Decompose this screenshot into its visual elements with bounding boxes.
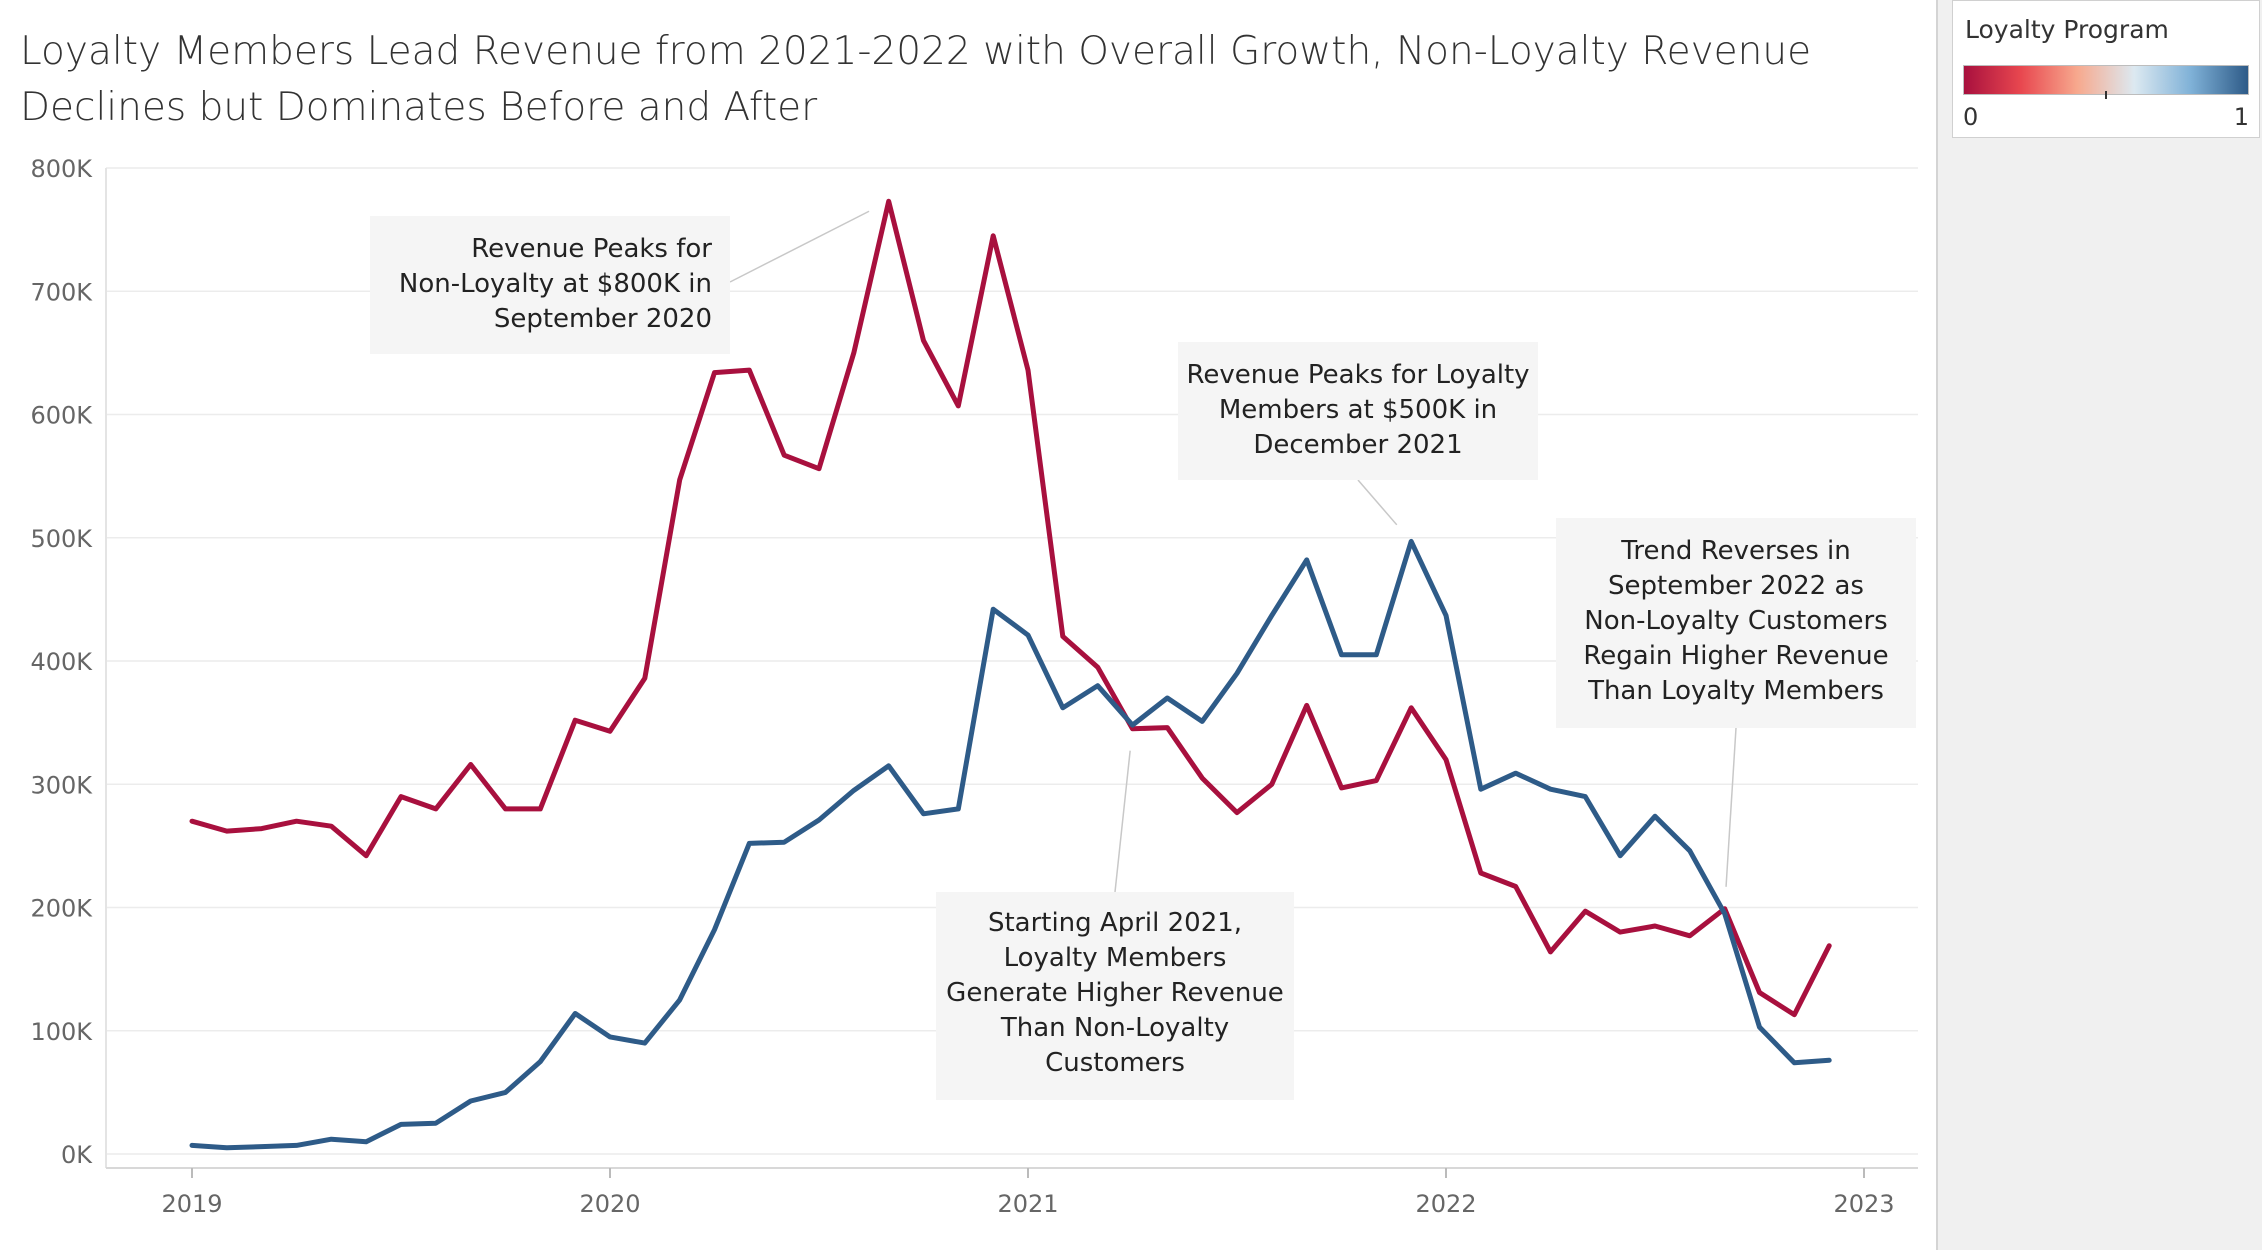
annotation-line: Trend Reverses in — [1621, 536, 1851, 566]
legend-title: Loyalty Program — [1965, 15, 2169, 44]
annotation-line: Than Non-Loyalty — [1000, 1013, 1230, 1043]
y-tick-label: 800K — [30, 155, 93, 183]
x-tick-label: 2020 — [579, 1190, 640, 1218]
annotation-leader-line — [1725, 727, 1737, 887]
annotation-line: Starting April 2021, — [987, 908, 1243, 938]
annotation-line: Non-Loyalty at $800K in — [398, 269, 712, 299]
annotation-line: September 2022 as — [1608, 571, 1864, 601]
y-tick-label: 300K — [30, 771, 93, 799]
y-tick-label: 200K — [30, 895, 93, 923]
series-line-non-loyalty[interactable] — [189, 198, 1832, 1018]
legend-gradient-bar — [1963, 65, 2249, 95]
x-tick-label: 2023 — [1833, 1190, 1894, 1218]
annotation-line: Than Loyalty Members — [1588, 676, 1884, 706]
annotation-line: September 2020 — [493, 304, 712, 334]
series-line-loyalty[interactable] — [189, 538, 1832, 1151]
line-chart: 0K 100K 200K 300K 400K 500K 600K 700K 800K 2019 20… — [30, 155, 1918, 1218]
annotation-loyalty-peak: Revenue Peaks for Loyalty Members at $50… — [1178, 342, 1538, 480]
y-tick-label: 100K — [30, 1018, 93, 1046]
axes: 0K 100K 200K 300K 400K 500K 600K 700K 800K 2019 20… — [30, 155, 1918, 1218]
y-tick-label: 0K — [61, 1141, 93, 1169]
side-panel: Loyalty Program 0 1 — [1936, 0, 2262, 1250]
chart-title: Loyalty Members Lead Revenue from 2021-2… — [20, 29, 1812, 130]
annotation-crossover-april-2021: Starting April 2021, Loyalty Members Gen… — [936, 892, 1294, 1100]
annotation-leaders — [729, 210, 1737, 893]
chart-area: Loyalty Members Lead Revenue from 2021-2… — [20, 29, 1918, 1218]
x-tick-label: 2021 — [997, 1190, 1058, 1218]
annotation-nonloyalty-peak: Revenue Peaks for Non-Loyalty at $800K i… — [370, 216, 730, 354]
annotation-line: Revenue Peaks for — [471, 234, 712, 264]
annotation-leader-line — [729, 210, 870, 283]
color-legend[interactable]: Loyalty Program 0 1 — [1952, 0, 2260, 138]
y-tick-label: 400K — [30, 648, 93, 676]
annotation-leader-line — [1357, 479, 1398, 526]
legend-max-label: 1 — [2233, 103, 2249, 131]
x-tick-label: 2019 — [161, 1190, 222, 1218]
annotation-line: Members at $500K in — [1218, 395, 1498, 425]
annotation-line: Loyalty Members — [1003, 943, 1227, 973]
x-tick-label: 2022 — [1415, 1190, 1476, 1218]
series-lines — [189, 198, 1832, 1151]
annotation-line: Revenue Peaks for Loyalty — [1186, 360, 1530, 390]
y-tick-label: 600K — [30, 402, 93, 430]
annotation-leader-line — [1114, 750, 1131, 893]
annotation-line: Generate Higher Revenue — [946, 978, 1284, 1008]
annotation-line: Regain Higher Revenue — [1583, 641, 1889, 671]
annotation-line: December 2021 — [1253, 430, 1463, 460]
y-tick-label: 700K — [30, 278, 93, 306]
annotation-trend-reversal: Trend Reverses in September 2022 as Non-… — [1556, 518, 1916, 728]
legend-midpoint-tick — [2105, 91, 2107, 99]
legend-min-label: 0 — [1963, 103, 1979, 131]
annotation-line: Customers — [1045, 1048, 1185, 1078]
y-tick-label: 500K — [30, 525, 93, 553]
annotation-line: Non-Loyalty Customers — [1584, 606, 1888, 636]
